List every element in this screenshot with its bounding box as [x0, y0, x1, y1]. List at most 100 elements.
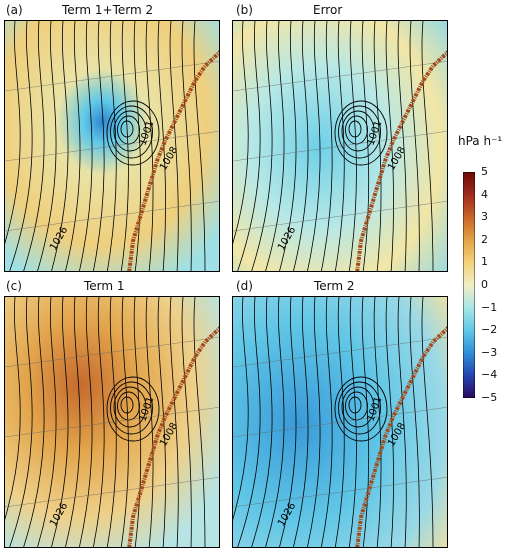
isobar-line	[37, 297, 57, 547]
panel-c-letter: (c)	[6, 279, 22, 293]
isobar-ring	[106, 376, 160, 442]
isobar-line	[293, 21, 309, 271]
panel-b-map: 1026 1008 1001	[232, 20, 448, 272]
graticule-line	[5, 201, 219, 232]
isobar-line	[157, 297, 166, 547]
isobar-line	[334, 297, 345, 547]
isobar-line	[169, 21, 179, 271]
panel-c-svg: 1026 1008 1001	[5, 297, 219, 547]
isobar-line	[361, 297, 370, 547]
colorbar-tick-label: 5	[481, 165, 488, 178]
coastline-path	[355, 326, 447, 547]
isobar-ring	[338, 381, 381, 435]
isobar-ring	[113, 386, 147, 428]
isobar-line	[193, 297, 206, 547]
panel-a-map: 1026 1008 1001	[4, 20, 220, 272]
isobar-line	[5, 297, 21, 520]
isobar-line	[79, 21, 93, 271]
graticule-line	[233, 477, 447, 508]
colorbar-tick-label: −3	[481, 345, 498, 359]
isobar-line	[279, 21, 297, 271]
panel-b-title: Error	[313, 3, 343, 17]
isobar-line	[65, 21, 81, 271]
isobar-line	[348, 297, 357, 547]
coastline-path	[127, 50, 219, 271]
isobar-ring	[110, 105, 153, 159]
graticule-line	[233, 61, 447, 92]
isobar-line	[157, 21, 166, 271]
isobar-line	[293, 297, 309, 547]
panel-b-svg: 1026 1008 1001	[233, 21, 447, 271]
graticule-line	[233, 407, 447, 438]
isobar-line	[397, 21, 407, 271]
isobar-ring	[341, 110, 375, 152]
isobar-line	[37, 21, 57, 271]
panel-a-coastline	[127, 50, 219, 271]
coastline-path	[127, 326, 219, 547]
isobar-ring	[113, 110, 147, 152]
graticule-line	[5, 61, 219, 92]
panel-d-letter: (d)	[236, 279, 253, 293]
isobar-ring	[334, 100, 388, 166]
isobar-line	[23, 21, 45, 271]
isobar-line	[265, 297, 285, 547]
panel-d-coastline	[355, 326, 447, 547]
isobar-line	[265, 21, 285, 271]
panel-d-contours	[233, 297, 447, 547]
panel-c-contours	[5, 297, 219, 547]
isobar-line	[421, 21, 434, 271]
colorbar-tick-label: −2	[481, 323, 498, 337]
panel-d-map: 1026 1008 1001	[232, 296, 448, 548]
isobar-line	[334, 21, 345, 271]
colorbar-tick-label: 2	[481, 232, 488, 246]
isobar-line	[279, 297, 297, 547]
panel-c-map: 1026 1008 1001	[4, 296, 220, 548]
isobar-line	[181, 297, 192, 547]
isobar-line	[133, 21, 142, 271]
isobar-ring	[334, 376, 388, 442]
panel-d-title: Term 2	[314, 279, 355, 293]
isobar-line	[373, 297, 382, 547]
colorbar	[463, 172, 475, 398]
panel-b-coastline	[355, 50, 447, 271]
isobar-line	[193, 21, 206, 271]
isobar-line	[92, 297, 105, 547]
graticule-line	[233, 131, 447, 162]
isobar-line	[23, 297, 45, 547]
isobar-ring	[338, 105, 381, 159]
panel-c-title: Term 1	[84, 279, 125, 293]
isobar-line	[251, 297, 273, 547]
isobar-line	[133, 297, 142, 547]
isobar-line	[169, 297, 179, 547]
panel-d-svg: 1026 1008 1001	[233, 297, 447, 547]
isobar-line	[348, 21, 357, 271]
colorbar-gradient	[463, 172, 475, 398]
isobar-line	[385, 21, 394, 271]
isobar-line	[307, 297, 321, 547]
panel-a-title: Term 1+Term 2	[62, 3, 154, 17]
isobar-line	[233, 297, 249, 520]
isobar-line	[92, 21, 105, 271]
graticule-line	[5, 407, 219, 438]
colorbar-unit: hPa h⁻¹	[458, 134, 503, 148]
panel-b-letter: (b)	[236, 3, 253, 17]
colorbar-tick-label: 0	[481, 278, 488, 291]
panel-a-svg: 1026 1008 1001	[5, 21, 219, 271]
isobar-line	[307, 21, 321, 271]
isobar-line	[409, 297, 420, 547]
colorbar-tick-label: −5	[481, 391, 498, 404]
isobar-line	[106, 297, 117, 547]
graticule-line	[5, 131, 219, 162]
isobar-line	[421, 297, 434, 547]
isobar-line	[120, 297, 129, 547]
isobar-line	[106, 21, 117, 271]
isobar-line	[5, 21, 21, 244]
isobar-line	[320, 297, 333, 547]
colorbar-tick-label: 4	[481, 187, 488, 201]
isobar-line	[51, 297, 69, 547]
isobar-line	[409, 21, 420, 271]
isobar-line	[397, 297, 407, 547]
isobar-ring	[110, 381, 153, 435]
graticule-line	[233, 337, 447, 368]
panel-a-contours	[5, 21, 219, 271]
